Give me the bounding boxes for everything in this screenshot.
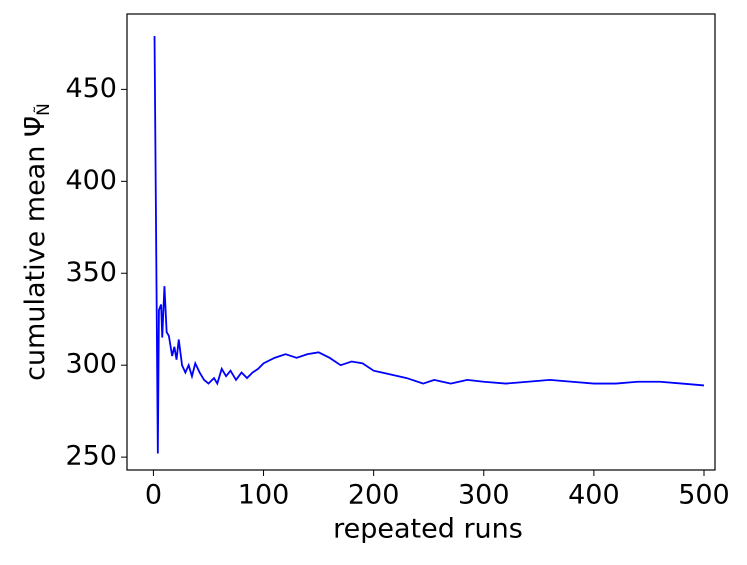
x-axis-label: repeated runs [333, 514, 523, 545]
y-tick-label: 400 [65, 165, 117, 196]
y-tick-label: 450 [65, 73, 117, 104]
y-axis-label: cumulative mean Ψ̄Ñ [20, 103, 55, 381]
x-tick-label: 400 [568, 480, 620, 511]
x-tick-label: 500 [678, 480, 730, 511]
x-tick-label: 100 [238, 480, 290, 511]
y-axis-label-main: cumulative mean Ψ̄ [20, 116, 51, 381]
y-tick-label: 300 [65, 349, 117, 380]
y-tick-label: 250 [65, 441, 117, 472]
y-axis-label-subscript: Ñ [32, 103, 54, 116]
x-tick-label: 200 [348, 480, 400, 511]
x-tick-label: 0 [145, 480, 162, 511]
y-tick-label: 350 [65, 257, 117, 288]
data-line [153, 36, 705, 454]
plot-frame [126, 13, 716, 471]
x-tick-label: 300 [458, 480, 510, 511]
